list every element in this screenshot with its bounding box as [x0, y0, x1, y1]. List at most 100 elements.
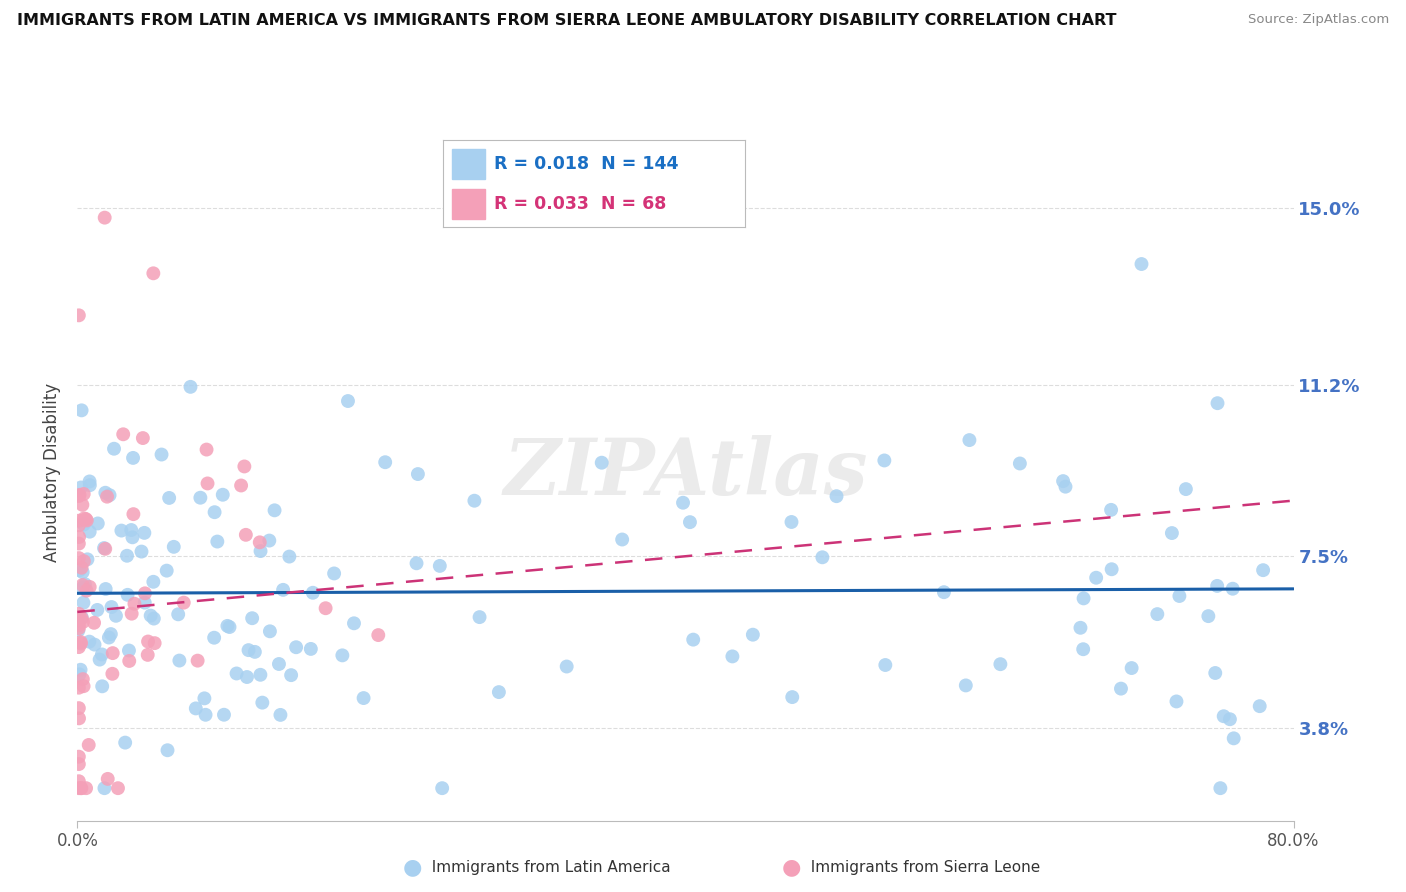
Point: [77, 738, 100, 752]
Point: [107, 781, 129, 796]
Point: [132, 431, 155, 445]
Y-axis label: Ambulatory Disability: Ambulatory Disability: [44, 384, 62, 562]
Point: [83, 638, 105, 652]
Point: [143, 636, 166, 650]
Point: [405, 556, 427, 570]
Point: [825, 489, 848, 503]
Point: [76, 513, 98, 527]
Point: [280, 668, 302, 682]
Point: [1251, 563, 1274, 577]
Point: [741, 628, 763, 642]
Point: [780, 515, 803, 529]
Point: [134, 596, 156, 610]
Point: [236, 670, 259, 684]
Text: IMMIGRANTS FROM LATIN AMERICA VS IMMIGRANTS FROM SIERRA LEONE AMBULATORY DISABIL: IMMIGRANTS FROM LATIN AMERICA VS IMMIGRA…: [17, 13, 1116, 29]
Point: [259, 533, 281, 548]
Point: [100, 600, 122, 615]
Point: [67, 618, 90, 632]
Point: [1174, 482, 1197, 496]
Point: [1204, 665, 1226, 680]
Point: [67, 309, 90, 323]
Point: [67, 607, 90, 621]
Point: [249, 667, 271, 681]
Point: [211, 488, 233, 502]
Point: [72, 679, 94, 693]
Point: [90, 648, 112, 662]
Point: [79, 475, 101, 489]
Text: Source: ZipAtlas.com: Source: ZipAtlas.com: [1249, 13, 1389, 27]
Text: ZIPAtlas: ZIPAtlas: [503, 434, 868, 511]
Text: R = 0.033  N = 68: R = 0.033 N = 68: [495, 194, 666, 213]
Point: [69, 488, 91, 502]
Point: [67, 757, 90, 772]
Point: [278, 549, 301, 564]
Point: [957, 433, 980, 447]
Point: [70, 781, 93, 796]
Point: [73, 511, 96, 525]
Point: [179, 380, 201, 394]
Text: ●: ●: [782, 857, 801, 877]
Point: [163, 540, 186, 554]
Point: [184, 701, 207, 715]
Point: [271, 582, 294, 597]
Point: [96, 490, 118, 504]
Point: [1161, 526, 1184, 541]
Point: [204, 505, 226, 519]
Point: [1206, 579, 1229, 593]
Point: [315, 601, 337, 615]
Point: [79, 580, 101, 594]
Point: [194, 707, 217, 722]
Point: [150, 448, 173, 462]
Point: [67, 536, 90, 550]
Point: [94, 582, 117, 596]
Point: [114, 736, 136, 750]
Point: [811, 550, 834, 565]
Point: [323, 566, 346, 581]
Point: [430, 781, 453, 796]
Point: [91, 679, 114, 693]
Point: [367, 628, 389, 642]
Point: [69, 563, 91, 577]
Point: [117, 588, 139, 602]
Point: [173, 596, 195, 610]
Point: [70, 560, 93, 574]
Point: [1101, 562, 1123, 576]
Point: [207, 534, 229, 549]
Bar: [451, 149, 485, 178]
Text: ●: ●: [402, 857, 422, 877]
Point: [229, 478, 252, 492]
Point: [187, 654, 209, 668]
Point: [156, 564, 179, 578]
Point: [118, 654, 141, 668]
Point: [225, 666, 247, 681]
Point: [285, 640, 308, 655]
Point: [406, 467, 429, 481]
Point: [139, 608, 162, 623]
Point: [195, 442, 218, 457]
Point: [67, 774, 90, 789]
Point: [1146, 607, 1168, 621]
Point: [94, 541, 117, 556]
Point: [76, 552, 98, 566]
Point: [1071, 642, 1094, 657]
Point: [73, 554, 96, 568]
Point: [157, 491, 180, 505]
Point: [72, 498, 94, 512]
Point: [202, 631, 225, 645]
Point: [67, 749, 90, 764]
Point: [873, 453, 896, 467]
Point: [1069, 621, 1091, 635]
Point: [69, 663, 91, 677]
Point: [72, 615, 94, 629]
Point: [353, 691, 375, 706]
Point: [780, 690, 803, 705]
Point: [73, 517, 96, 532]
Text: Immigrants from Latin America: Immigrants from Latin America: [422, 860, 671, 874]
Point: [67, 514, 90, 528]
Point: [67, 489, 90, 503]
Point: [70, 636, 93, 650]
Point: [1166, 694, 1188, 708]
Point: [343, 616, 366, 631]
Point: [134, 586, 156, 600]
Point: [67, 551, 90, 566]
